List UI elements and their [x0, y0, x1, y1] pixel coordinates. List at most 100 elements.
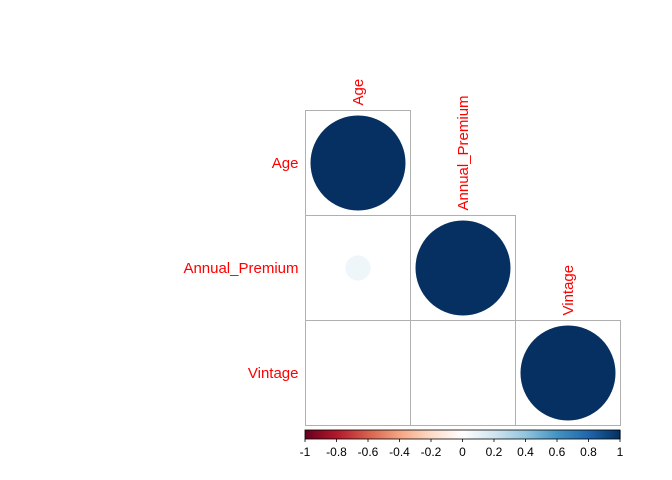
colorbar-segment [475, 430, 478, 439]
colorbar-segment [530, 430, 533, 439]
colorbar-segment [394, 430, 397, 439]
colorbar-segment [610, 430, 613, 439]
colorbar-segment [435, 430, 438, 439]
colorbar-segment [385, 430, 388, 439]
cell-Vintage-Age [305, 320, 411, 426]
colorbar-segment [396, 430, 399, 439]
colorbar-segment [517, 430, 520, 439]
colorbar-segment [541, 430, 544, 439]
colorbar-segment [531, 430, 534, 439]
colorbar-segment [363, 430, 366, 439]
colorbar-segment [334, 430, 338, 439]
colorbar-tick-label: -0.6 [358, 445, 379, 459]
colorbar-segment [571, 430, 574, 439]
correlation-circles [310, 115, 616, 421]
colorbar-segment [602, 430, 605, 439]
colorbar-segment [519, 430, 522, 439]
colorbar-segment [419, 430, 423, 439]
colorbar-segment [388, 430, 391, 439]
column-label-Age: Age [350, 79, 367, 106]
colorbar-segment [560, 430, 563, 439]
colorbar-segment [361, 430, 364, 439]
colorbar-segment [590, 430, 593, 439]
colorbar-segment [352, 430, 355, 439]
colorbar-segment [459, 430, 462, 439]
colorbar-segment [368, 430, 371, 439]
colorbar-tick-label: 0.6 [549, 445, 566, 459]
colorbar-segment [460, 430, 464, 439]
colorbar-segment [484, 430, 487, 439]
colorbar-segment [470, 430, 473, 439]
circle-Age-Age [310, 115, 406, 211]
colorbar-segment [574, 430, 577, 439]
colorbar-segment [616, 430, 620, 439]
colorbar-segment [516, 430, 519, 439]
colorbar-tick-label: -0.2 [421, 445, 442, 459]
colorbar-segment [423, 430, 426, 439]
colorbar-segment [325, 430, 328, 439]
colorbar-segment [405, 430, 408, 439]
colorbar-segment [564, 430, 568, 439]
colorbar-segment [586, 430, 590, 439]
colorbar-segment [528, 430, 531, 439]
colorbar-segment [336, 430, 339, 439]
colorbar-segment [366, 430, 369, 439]
colorbar-segment [440, 430, 443, 439]
colorbar-tick-label: 1 [617, 445, 624, 459]
colorbar-segment [604, 430, 607, 439]
colorbar-segment [446, 430, 449, 439]
colorbar-segment [438, 430, 442, 439]
colorbar-segment [311, 430, 314, 439]
circle-Annual_Premium-Annual_Premium [415, 220, 511, 316]
column-label-Vintage: Vintage [560, 265, 577, 316]
colorbar-segment [605, 430, 608, 439]
colorbar-segment [479, 430, 482, 439]
colorbar-segment [569, 430, 572, 439]
colorbar-segment [557, 430, 560, 439]
column-label-Annual_Premium: Annual_Premium [455, 95, 472, 210]
colorbar-segment [527, 430, 530, 439]
colorbar-segment [345, 430, 349, 439]
colorbar-segment [407, 430, 410, 439]
colorbar-segment [404, 430, 407, 439]
colorbar-segment [408, 430, 412, 439]
colorbar-segment [465, 430, 468, 439]
colorbar-segment [555, 430, 558, 439]
colorbar-segment [427, 430, 431, 439]
colorbar-segment [500, 430, 503, 439]
colorbar-segment [391, 430, 394, 439]
colorbar-segment [486, 430, 489, 439]
colorbar-segment [558, 430, 561, 439]
colorbar-segment [568, 430, 571, 439]
colorbar-segment [393, 430, 396, 439]
colorbar-segment [312, 430, 316, 439]
colorbar-segment [386, 430, 390, 439]
colorbar-segment [495, 430, 498, 439]
colorbar-segment [588, 430, 591, 439]
colorbar-segment [323, 430, 327, 439]
colorbar-segment [563, 430, 566, 439]
colorbar-segment [429, 430, 432, 439]
colorbar-segment [468, 430, 471, 439]
colorbar-segment [471, 430, 475, 439]
color-legend [304, 429, 621, 440]
colorbar-segment [591, 430, 594, 439]
colorbar-segment [356, 430, 360, 439]
colorbar-segment [594, 430, 597, 439]
colorbar-segment [552, 430, 555, 439]
colorbar-segment [593, 430, 596, 439]
colorbar-segment [347, 430, 350, 439]
colorbar-segment [550, 430, 553, 439]
colorbar-segment [533, 430, 536, 439]
colorbar-segment [476, 430, 479, 439]
colorbar-segment [320, 430, 323, 439]
colorbar-segment [482, 430, 486, 439]
colorbar-segment [607, 430, 610, 439]
colorbar-segment [511, 430, 514, 439]
colorbar-segment [487, 430, 490, 439]
colorbar-segment [308, 430, 311, 439]
colorbar-tick-label: 0.4 [517, 445, 534, 459]
colorbar-tick-label: -1 [300, 445, 311, 459]
colorbar-segment [577, 430, 580, 439]
